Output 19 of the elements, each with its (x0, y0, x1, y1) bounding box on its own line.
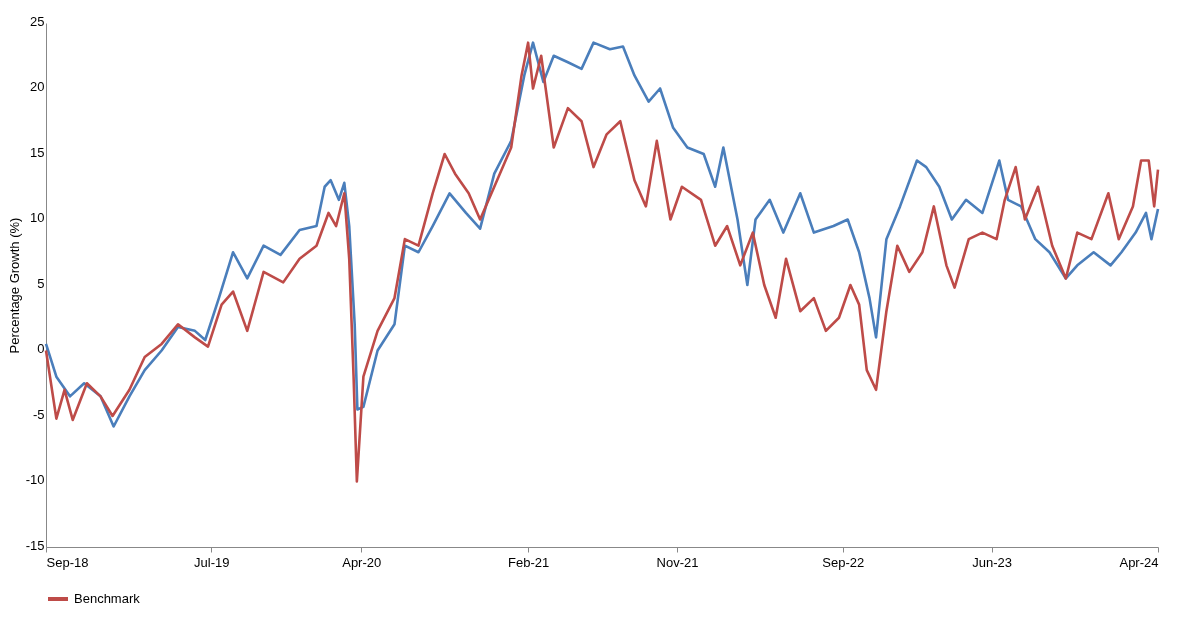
x-tick-label: Nov-21 (656, 554, 699, 570)
y-tick-label: 0 (37, 341, 45, 356)
x-tick-label: Apr-20 (342, 554, 382, 570)
x-tick-label: Jun-23 (972, 554, 1013, 570)
y-tick-label: 5 (37, 275, 45, 291)
y-tick-label: -10 (25, 472, 45, 487)
y-tick-label: 10 (30, 210, 45, 225)
y-tick-label: 25 (30, 13, 45, 29)
y-axis-title: Percentage Growth (%) (6, 217, 22, 354)
x-tick-label: Apr-24 (1119, 554, 1159, 570)
x-tick-label: Sep-18 (46, 554, 89, 570)
y-tick-label: 15 (30, 144, 45, 160)
x-tick-label: Sep-22 (822, 554, 865, 570)
x-tick-label: Feb-21 (508, 554, 550, 570)
y-tick-label: 20 (30, 79, 45, 94)
legend-label: Benchmark (74, 591, 141, 606)
y-tick-label: -5 (32, 406, 45, 422)
x-tick-label: Jul-19 (194, 554, 230, 570)
y-tick-label: -15 (25, 537, 45, 553)
